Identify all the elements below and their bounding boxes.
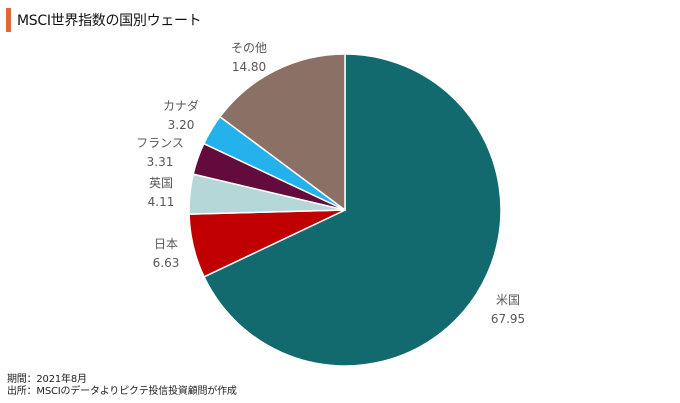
slice-value-6: 14.80 <box>232 60 266 74</box>
slice-value-2: 6.63 <box>153 256 180 270</box>
slice-label-2: 日本 <box>154 237 178 251</box>
pie-labels: 米国 67.95 日本 6.63 英国 4.11 フランス 3.31 カナダ 3.20 その他 14.… <box>136 41 525 326</box>
title-accent-bar <box>6 8 11 32</box>
slice-label-1: 米国 <box>496 293 520 307</box>
chart-title: MSCI世界指数の国別ウェート <box>17 13 202 29</box>
slice-value-5: 3.20 <box>168 118 195 132</box>
slice-value-1: 67.95 <box>491 312 525 326</box>
slice-value-3: 4.11 <box>148 195 175 209</box>
period-note: 期間：2021年8月 <box>7 374 87 385</box>
chart-footer: 期間：2021年8月 出所：MSCIのデータよりピクテ投信投資顧問が作成 <box>7 374 237 398</box>
slice-label-3: 英国 <box>149 176 173 190</box>
pie-slice-6 <box>218 53 346 212</box>
slice-label-4: フランス <box>136 136 184 150</box>
slice-label-5: カナダ <box>163 98 199 113</box>
slice-value-4: 3.31 <box>147 155 174 169</box>
pie-slice-1 <box>203 53 502 367</box>
source-note: 出所：MSCIのデータよりピクテ投信投資顧問が作成 <box>7 386 237 397</box>
slice-label-6: その他 <box>231 41 267 55</box>
pie-slices <box>188 53 502 367</box>
